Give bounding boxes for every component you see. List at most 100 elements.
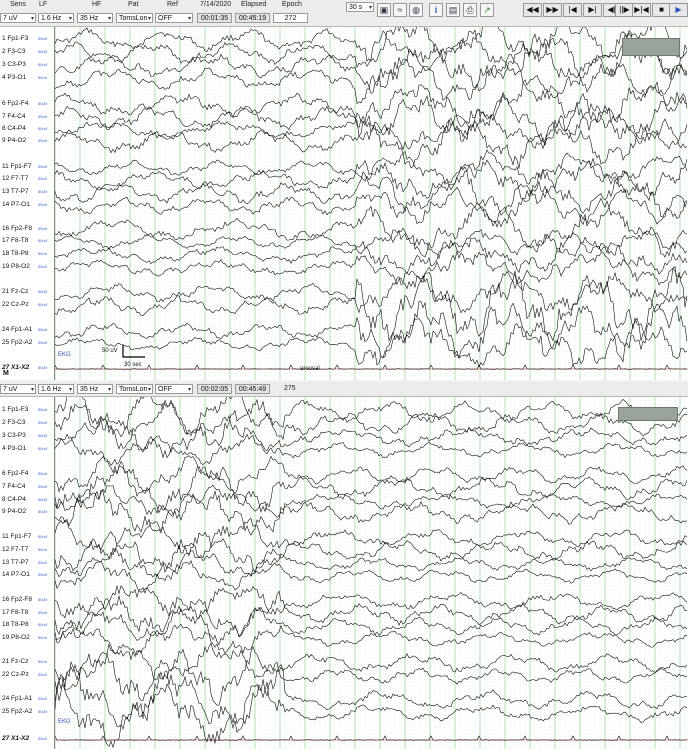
- header-pat: Pat: [128, 1, 139, 8]
- channel-row[interactable]: 8 C4-P4 50uV: [0, 496, 54, 508]
- channel-row[interactable]: 7 F4-C4 50uV: [0, 483, 54, 495]
- channel-row[interactable]: 7 F4-C4 50uV: [0, 113, 54, 125]
- rewind-button[interactable]: ◀◀: [523, 3, 542, 17]
- time-readout: 00:01:35: [197, 13, 232, 23]
- eeg-trace-line: [55, 41, 688, 94]
- channel-row[interactable]: 21 Fz-Cz 50uV: [0, 658, 54, 670]
- channel-row[interactable]: 19 P8-O2 50uV: [0, 634, 54, 646]
- channel-row[interactable]: 17 F8-T8 50uV: [0, 237, 54, 249]
- channel-row[interactable]: 4 P3-O1 50uV: [0, 74, 54, 86]
- sensitivity-select[interactable]: 7 uV ▾: [0, 384, 36, 394]
- reference-select[interactable]: OFF ▾: [155, 384, 193, 394]
- eeg-trace-line: [55, 484, 688, 518]
- eeg-trace-line: [55, 397, 688, 437]
- channel-row[interactable]: 2 F3-C3 50uV: [0, 48, 54, 60]
- toolbar-bottom: 7 uV ▾ 1.6 Hz ▾ 35 Hz ▾ TomsLon ▾ OFF ▾ 00:02…: [0, 382, 688, 397]
- channel-label: 4 P3-O1: [2, 74, 27, 81]
- photic-icon[interactable]: ◍: [409, 3, 423, 17]
- channel-row[interactable]: 4 P3-O1 50uV: [0, 445, 54, 457]
- chevron-down-icon: ▾: [187, 16, 191, 22]
- channel-row[interactable]: 27 X1-X2 50uV: [0, 735, 54, 747]
- channel-scale: 50uV: [38, 597, 48, 602]
- low-filter-select[interactable]: 1.6 Hz ▾: [38, 384, 74, 394]
- channel-row[interactable]: 17 F8-T8 50uV: [0, 609, 54, 621]
- channel-row[interactable]: 11 Fp1-F7 50uV: [0, 533, 54, 545]
- eeg-waveform-canvas[interactable]: [55, 27, 688, 380]
- montage-icon[interactable]: ≈: [393, 3, 407, 17]
- epoch-field[interactable]: 272: [273, 13, 308, 23]
- channel-row[interactable]: 16 Fp2-F8 50uV: [0, 225, 54, 237]
- channel-label: 9 P4-O2: [2, 508, 27, 515]
- eeg-trace-line: [55, 679, 688, 749]
- chevron-down-icon: ▾: [147, 387, 151, 393]
- channel-row[interactable]: 22 Cz-Pz 50uV: [0, 671, 54, 683]
- eeg-trace-line: [55, 621, 688, 656]
- channel-row[interactable]: 2 F3-C3 50uV: [0, 419, 54, 431]
- channel-label: 24 Fp1-A1: [2, 326, 33, 333]
- eeg-trace-line: [55, 159, 688, 202]
- save-icon[interactable]: ▣: [377, 3, 391, 17]
- channel-row[interactable]: 6 Fp2-F4 50uV: [0, 100, 54, 112]
- channel-row[interactable]: 9 P4-O2 50uV: [0, 137, 54, 149]
- channel-row[interactable]: 21 Fz-Cz 50uV: [0, 288, 54, 300]
- channel-row[interactable]: 24 Fp1-A1 50uV: [0, 695, 54, 707]
- jump-button[interactable]: ▶|◀: [632, 3, 651, 17]
- print-icon[interactable]: ▤: [446, 3, 460, 17]
- channel-row[interactable]: 1 Fp1-F3 50uV: [0, 406, 54, 418]
- last-page-button[interactable]: ▶|: [583, 3, 602, 17]
- channel-scale: 50uV: [38, 471, 48, 476]
- high-filter-select[interactable]: 35 Hz ▾: [77, 384, 113, 394]
- montage-select[interactable]: TomsLon ▾: [116, 384, 153, 394]
- channel-label: 7 F4-C4: [2, 483, 26, 490]
- channel-scale: 50uV: [38, 446, 48, 451]
- channel-row[interactable]: 12 F7-T7 50uV: [0, 175, 54, 187]
- first-page-button[interactable]: |◀: [563, 3, 582, 17]
- eeg-trace-line: [55, 455, 688, 495]
- eeg-trace-area-bottom[interactable]: [55, 397, 688, 749]
- channel-label: 19 P8-O2: [2, 634, 30, 641]
- channel-label: 27 X1-X2: [2, 735, 30, 742]
- channel-row[interactable]: 11 Fp1-F7 50uV: [0, 163, 54, 175]
- sensitivity-select[interactable]: 7 uV ▾: [0, 13, 36, 23]
- channel-row[interactable]: 18 T8-P8 50uV: [0, 621, 54, 633]
- montage-select[interactable]: TomsLon ▾: [116, 13, 153, 23]
- channel-row[interactable]: 1 Fp1-F3 50uV: [0, 35, 54, 47]
- event-legend-box: [618, 407, 678, 421]
- channel-row[interactable]: 8 C4-P4 50uV: [0, 125, 54, 137]
- reference-select[interactable]: OFF ▾: [155, 13, 193, 23]
- channel-row[interactable]: 14 P7-O1 50uV: [0, 201, 54, 213]
- channel-row[interactable]: 3 C3-P3 50uV: [0, 432, 54, 444]
- channel-row[interactable]: 13 T7-P7 50uV: [0, 188, 54, 200]
- channel-row[interactable]: 19 P8-O2 50uV: [0, 263, 54, 275]
- channel-row[interactable]: 27 X1-X2 50uV: [0, 364, 54, 376]
- channel-row[interactable]: 6 Fp2-F4 50uV: [0, 470, 54, 482]
- page-duration-select[interactable]: 30 s ▾: [346, 2, 374, 12]
- info-icon[interactable]: i: [429, 3, 443, 17]
- channel-row[interactable]: 14 P7-O1 50uV: [0, 571, 54, 583]
- channel-row[interactable]: 3 C3-P3 50uV: [0, 61, 54, 73]
- channel-row[interactable]: 13 T7-P7 50uV: [0, 559, 54, 571]
- channel-row[interactable]: 22 Cz-Pz 50uV: [0, 301, 54, 313]
- fast-forward-button[interactable]: ▶▶: [543, 3, 562, 17]
- eeg-trace-line: [55, 149, 688, 185]
- eeg-trace-area-top[interactable]: [55, 27, 688, 380]
- eeg-waveform-canvas[interactable]: [55, 397, 688, 749]
- channel-row[interactable]: 24 Fp1-A1 50uV: [0, 326, 54, 338]
- channel-row[interactable]: 25 Fp2-A2 50uV: [0, 708, 54, 720]
- channel-row[interactable]: 9 P4-O2 50uV: [0, 508, 54, 520]
- eeg-trace-line: [55, 270, 688, 314]
- high-filter-select[interactable]: 35 Hz ▾: [77, 13, 113, 23]
- channel-label: 21 Fz-Cz: [2, 658, 29, 665]
- export-icon[interactable]: ↗: [480, 3, 494, 17]
- channel-row[interactable]: 16 Fp2-F8 50uV: [0, 596, 54, 608]
- arousal-annotation[interactable]: arousal: [300, 366, 320, 372]
- channel-scale: 50uV: [38, 365, 48, 370]
- low-filter-select[interactable]: 1.6 Hz ▾: [38, 13, 74, 23]
- channel-row[interactable]: 18 T8-P8 50uV: [0, 250, 54, 262]
- printer-icon[interactable]: ⎙: [463, 3, 477, 17]
- eeg-trace-line: [55, 489, 688, 536]
- play-button[interactable]: ▶: [669, 3, 688, 17]
- eeg-trace-line: [55, 205, 688, 258]
- channel-row[interactable]: 25 Fp2-A2 50uV: [0, 339, 54, 351]
- channel-row[interactable]: 12 F7-T7 50uV: [0, 546, 54, 558]
